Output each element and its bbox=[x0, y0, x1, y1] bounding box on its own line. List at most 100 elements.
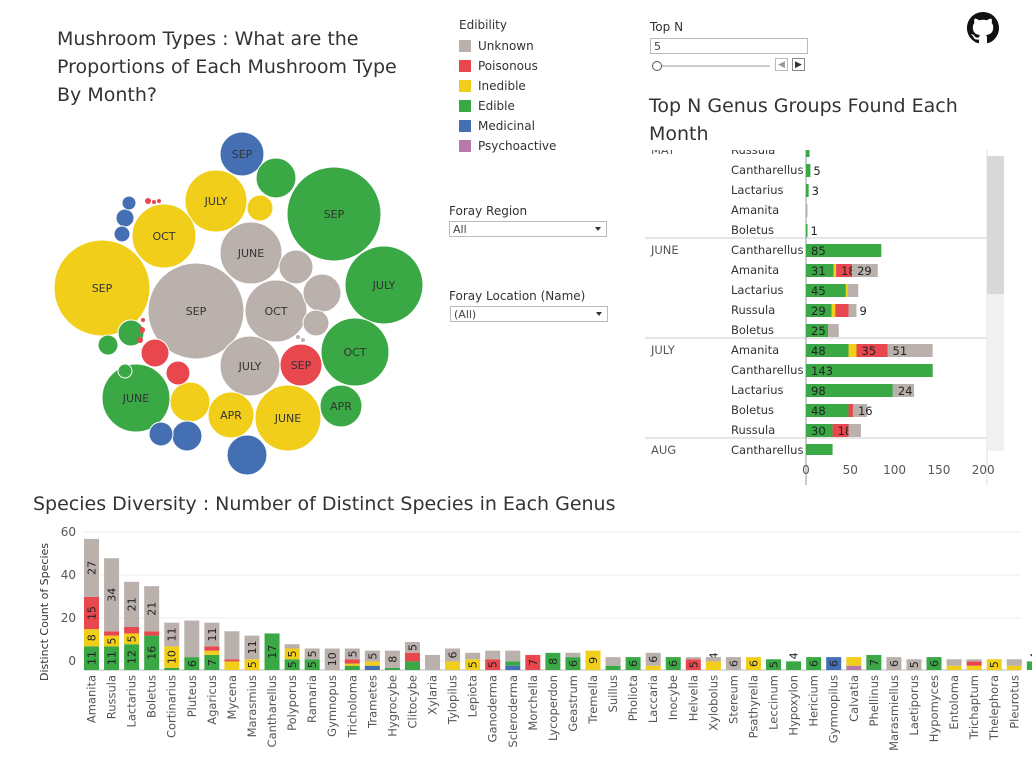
bar-segment[interactable] bbox=[848, 424, 861, 437]
bubble[interactable] bbox=[301, 338, 305, 342]
column-segment[interactable] bbox=[445, 648, 461, 662]
scrollbar-thumb[interactable] bbox=[987, 156, 1004, 294]
bar-segment[interactable] bbox=[848, 304, 857, 317]
bar-segment[interactable] bbox=[806, 204, 808, 217]
column-segment[interactable] bbox=[425, 654, 441, 670]
foray-location-dropdown[interactable]: (All) bbox=[450, 306, 608, 322]
column-segment[interactable] bbox=[104, 635, 120, 647]
column-segment[interactable] bbox=[465, 659, 481, 670]
bubble[interactable] bbox=[141, 318, 145, 322]
bubble[interactable] bbox=[207, 391, 255, 439]
column-segment[interactable] bbox=[164, 622, 180, 647]
column-segment[interactable] bbox=[184, 620, 200, 658]
bubble[interactable] bbox=[319, 384, 363, 428]
column-segment[interactable] bbox=[725, 657, 741, 670]
column-segment[interactable] bbox=[304, 648, 320, 660]
column-segment[interactable] bbox=[224, 659, 240, 662]
column-segment[interactable] bbox=[505, 650, 521, 662]
bar-segment[interactable] bbox=[806, 264, 834, 277]
column-segment[interactable] bbox=[104, 558, 120, 632]
bubble[interactable] bbox=[278, 249, 314, 285]
column-segment[interactable] bbox=[946, 659, 962, 666]
column-segment[interactable] bbox=[866, 654, 882, 670]
bar-segment[interactable] bbox=[892, 384, 915, 397]
column-segment[interactable] bbox=[786, 661, 802, 670]
bubble[interactable] bbox=[165, 360, 191, 386]
column-segment[interactable] bbox=[665, 657, 681, 670]
column-segment[interactable] bbox=[104, 646, 120, 670]
column-segment[interactable] bbox=[605, 657, 621, 666]
bubble[interactable] bbox=[171, 420, 203, 452]
column-segment[interactable] bbox=[826, 657, 842, 670]
column-segment[interactable] bbox=[1006, 665, 1022, 670]
bar-segment[interactable] bbox=[828, 324, 839, 337]
top-n-slider[interactable] bbox=[652, 60, 770, 72]
slider-handle[interactable] bbox=[652, 61, 662, 71]
column-segment[interactable] bbox=[384, 650, 400, 668]
bar-segment[interactable] bbox=[806, 284, 846, 297]
column-segment[interactable] bbox=[284, 659, 300, 670]
bubble[interactable] bbox=[320, 317, 390, 387]
bar-segment[interactable] bbox=[836, 264, 853, 277]
bubble[interactable] bbox=[115, 208, 135, 228]
bar-segment[interactable] bbox=[845, 284, 848, 297]
column-segment[interactable] bbox=[645, 665, 661, 670]
column-segment[interactable] bbox=[264, 633, 280, 670]
column-segment[interactable] bbox=[144, 586, 160, 632]
column-segment[interactable] bbox=[485, 659, 501, 670]
column-segment[interactable] bbox=[164, 667, 180, 670]
github-icon[interactable] bbox=[967, 12, 999, 44]
bar-segment[interactable] bbox=[806, 424, 833, 437]
column-segment[interactable] bbox=[986, 659, 1002, 670]
column-segment[interactable] bbox=[124, 581, 140, 627]
column-segment[interactable] bbox=[224, 661, 240, 670]
bar-segment[interactable] bbox=[806, 384, 893, 397]
column-segment[interactable] bbox=[585, 650, 601, 670]
bar-segment[interactable] bbox=[848, 404, 853, 417]
column-segment[interactable] bbox=[525, 654, 541, 670]
column-segment[interactable] bbox=[344, 659, 360, 664]
bubble[interactable] bbox=[302, 273, 342, 313]
column-segment[interactable] bbox=[565, 652, 581, 658]
legend-item-psychoactive[interactable]: Psychoactive bbox=[459, 137, 556, 155]
legend-item-inedible[interactable]: Inedible bbox=[459, 77, 526, 95]
column-segment[interactable] bbox=[485, 650, 501, 660]
column-segment[interactable] bbox=[505, 661, 521, 666]
bar-segment[interactable] bbox=[848, 344, 857, 357]
column-segment[interactable] bbox=[244, 659, 260, 670]
column-segment[interactable] bbox=[84, 629, 99, 647]
column-segment[interactable] bbox=[84, 646, 99, 670]
bubble[interactable] bbox=[140, 338, 170, 368]
slider-next-button[interactable]: ▶ bbox=[792, 58, 805, 71]
column-segment[interactable] bbox=[84, 538, 99, 597]
bubble[interactable] bbox=[296, 335, 300, 339]
bar-segment[interactable] bbox=[847, 284, 859, 297]
foray-region-dropdown[interactable]: All bbox=[449, 221, 607, 237]
column-segment[interactable] bbox=[144, 631, 160, 636]
bubble[interactable] bbox=[121, 195, 137, 211]
genus-bar-chart[interactable]: MAY JUNE JULY AUG Russula Cantharellus 5 Lactar… bbox=[645, 150, 1010, 485]
column-segment[interactable] bbox=[1006, 659, 1022, 666]
column-segment[interactable] bbox=[404, 661, 420, 670]
column-segment[interactable] bbox=[445, 661, 461, 670]
bubble-chart[interactable]: SEP JULY SEP OCT JUNE JULY SEP SEP OCT OCT JULY SEP… bbox=[40, 125, 440, 480]
column-segment[interactable] bbox=[364, 650, 380, 662]
bubble[interactable] bbox=[302, 309, 330, 337]
legend-item-poisonous[interactable]: Poisonous bbox=[459, 57, 538, 75]
bar-segment[interactable] bbox=[832, 424, 849, 437]
column-segment[interactable] bbox=[645, 652, 661, 666]
column-segment[interactable] bbox=[886, 657, 902, 670]
legend-item-edible[interactable]: Edible bbox=[459, 97, 515, 115]
top-n-input[interactable]: 5 bbox=[650, 38, 808, 54]
column-segment[interactable] bbox=[244, 635, 260, 660]
bubble[interactable] bbox=[254, 384, 322, 452]
column-segment[interactable] bbox=[966, 665, 982, 670]
bar-segment[interactable] bbox=[806, 150, 810, 157]
column-segment[interactable] bbox=[926, 657, 942, 670]
bubble[interactable] bbox=[117, 363, 133, 379]
column-segment[interactable] bbox=[284, 644, 300, 649]
column-segment[interactable] bbox=[164, 646, 180, 668]
bubble[interactable] bbox=[139, 327, 145, 333]
column-segment[interactable] bbox=[384, 667, 400, 670]
bubble[interactable] bbox=[137, 337, 143, 343]
